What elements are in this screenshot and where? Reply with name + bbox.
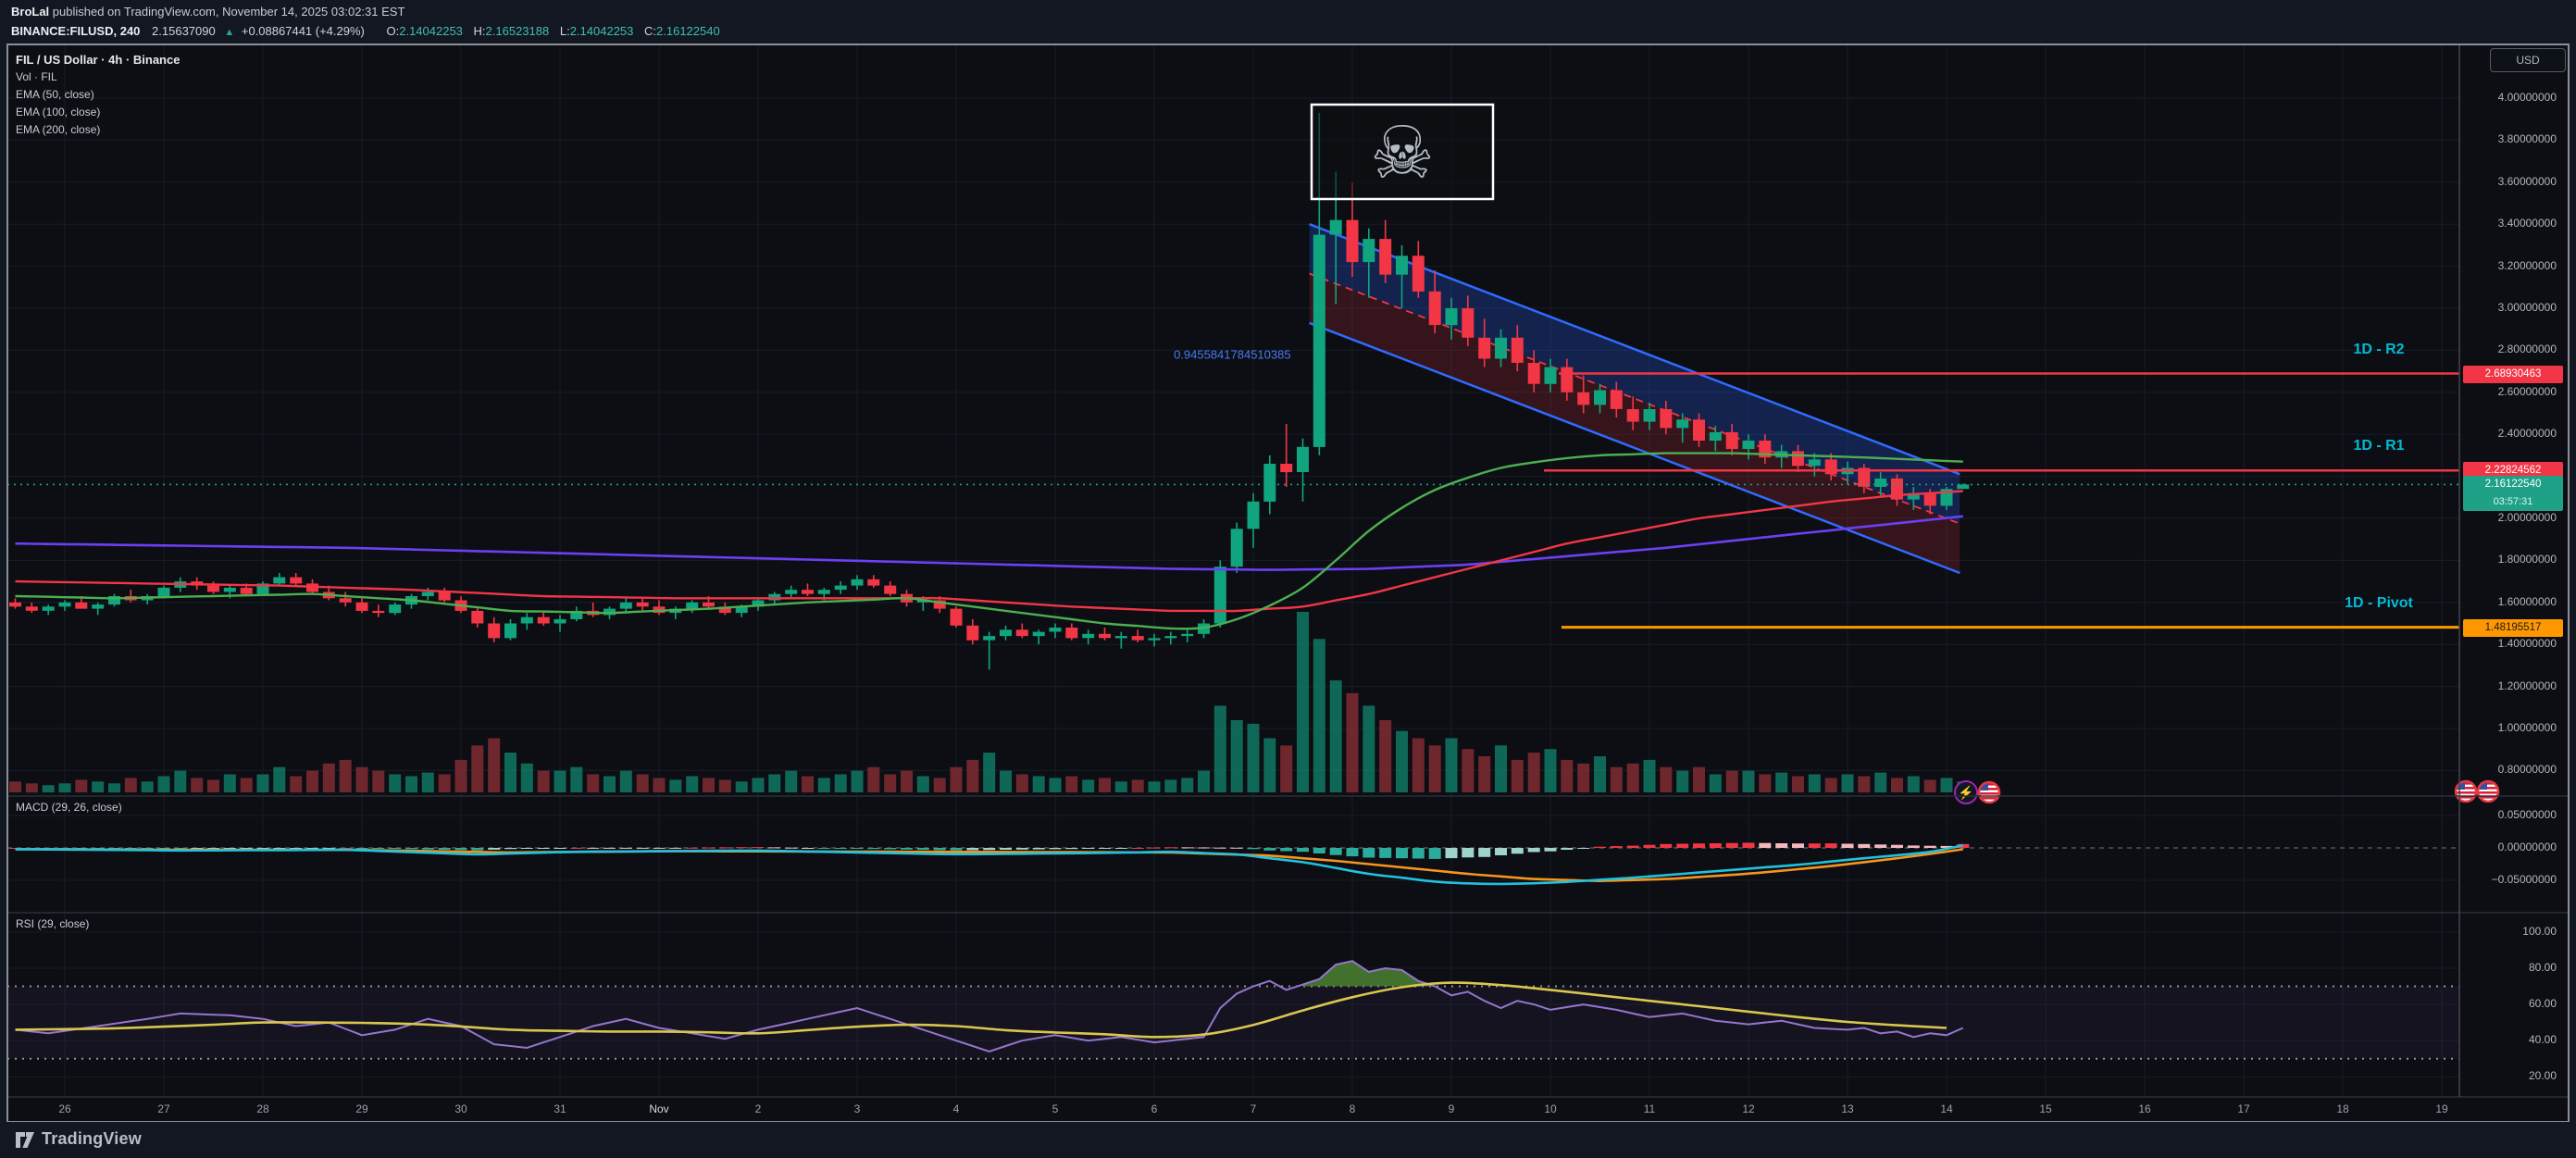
axis-tag-r1: 2.22824562 xyxy=(2463,462,2563,479)
high-label: H: xyxy=(473,24,486,38)
high-value: 2.16523188 xyxy=(485,24,550,38)
time-tick: 17 xyxy=(2237,1102,2250,1115)
legend-ema200[interactable]: EMA (200, close) xyxy=(16,123,101,136)
time-tick: 19 xyxy=(2435,1102,2448,1115)
low-label: L: xyxy=(559,24,570,38)
rsi-pane-label[interactable]: RSI (29, close) xyxy=(16,917,90,930)
time-tick: 9 xyxy=(1448,1102,1455,1115)
price-tick: 2.40000000 xyxy=(2497,427,2557,441)
time-tick: 14 xyxy=(1940,1102,1953,1115)
rsi-tick: 60.00 xyxy=(2528,997,2557,1011)
rsi-tick: 20.00 xyxy=(2528,1069,2557,1083)
price-tick: 0.80000000 xyxy=(2497,763,2557,777)
price-tick: 3.80000000 xyxy=(2497,132,2557,146)
rsi-tick: 40.00 xyxy=(2528,1033,2557,1047)
axis-tag-r2: 2.68930463 xyxy=(2463,366,2563,383)
skull-crossbones-icon: ☠ xyxy=(1370,112,1435,195)
symbol-info-row: BINANCE:FILUSD, 240 2.15637090 ▲ +0.0886… xyxy=(11,24,720,38)
time-tick: 28 xyxy=(256,1102,269,1115)
macd-tick: −0.05000000 xyxy=(2491,873,2557,886)
flash-event-icon: ⚡ xyxy=(1958,785,1973,801)
price-tick: 1.60000000 xyxy=(2497,594,2557,608)
price-tick: 2.00000000 xyxy=(2497,511,2557,524)
byline-text: published on TradingView.com, November 1… xyxy=(49,5,405,19)
footer-bar: TradingView xyxy=(0,1122,2576,1158)
open-value: 2.14042253 xyxy=(399,24,463,38)
price-tick: 2.60000000 xyxy=(2497,384,2557,398)
last-price: 2.15637090 xyxy=(152,24,216,38)
level-label-r2: 1D - R2 xyxy=(2353,342,2405,357)
rsi-tick: 80.00 xyxy=(2528,961,2557,974)
byline-username: BroLal xyxy=(11,5,50,19)
low-value: 2.14042253 xyxy=(569,24,634,38)
current-price-value: 2.16122540 xyxy=(2484,479,2542,490)
time-tick: 12 xyxy=(1742,1102,1755,1115)
byline: BroLal published on TradingView.com, Nov… xyxy=(11,5,404,19)
change-up-icon: ▲ xyxy=(224,27,235,38)
open-label: O: xyxy=(386,24,400,38)
chart-legend: FIL / US Dollar · 4h · Binance Vol · FIL… xyxy=(16,51,180,139)
legend-symbol-title[interactable]: FIL / US Dollar · 4h · Binance xyxy=(16,53,180,67)
time-tick: 26 xyxy=(58,1102,71,1115)
price-tick: 3.00000000 xyxy=(2497,301,2557,314)
time-tick: 4 xyxy=(952,1102,960,1115)
axis-tag-current-price: 2.16122540 03:57:31 xyxy=(2463,476,2563,511)
axis-tag-pivot: 1.48195517 xyxy=(2463,619,2563,637)
level-label-r1: 1D - R1 xyxy=(2353,438,2405,454)
price-tick: 1.20000000 xyxy=(2497,679,2557,692)
level-label-pivot: 1D - Pivot xyxy=(2345,595,2413,611)
price-tick: 1.40000000 xyxy=(2497,637,2557,651)
time-tick: 11 xyxy=(1643,1102,1656,1115)
legend-volume[interactable]: Vol · FIL xyxy=(16,70,57,83)
price-tick: 1.00000000 xyxy=(2497,721,2557,734)
time-tick: 6 xyxy=(1151,1102,1158,1115)
rsi-tick: 100.00 xyxy=(2522,924,2557,938)
price-tick: 4.00000000 xyxy=(2497,91,2557,104)
currency-toggle-button[interactable]: USD xyxy=(2490,48,2566,72)
time-tick: 7 xyxy=(1250,1102,1257,1115)
time-tick: 30 xyxy=(454,1102,467,1115)
bar-countdown: 03:57:31 xyxy=(2493,496,2533,507)
time-tick: 5 xyxy=(1052,1102,1059,1115)
price-tick: 1.80000000 xyxy=(2497,553,2557,567)
macd-tick: 0.00000000 xyxy=(2497,840,2557,853)
time-tick: 16 xyxy=(2138,1102,2151,1115)
time-tick: 13 xyxy=(1841,1102,1854,1115)
time-tick: 31 xyxy=(554,1102,566,1115)
legend-ema100[interactable]: EMA (100, close) xyxy=(16,106,101,118)
price-change: +0.08867441 (+4.29%) xyxy=(241,24,365,38)
time-tick: Nov xyxy=(649,1102,669,1115)
time-tick: 3 xyxy=(853,1102,861,1115)
legend-ema50[interactable]: EMA (50, close) xyxy=(16,88,94,101)
time-tick: 27 xyxy=(157,1102,170,1115)
close-label: C: xyxy=(644,24,657,38)
time-tick: 2 xyxy=(754,1102,762,1115)
symbol-name: BINANCE:FILUSD, 240 xyxy=(11,24,141,38)
time-tick: 10 xyxy=(1544,1102,1557,1115)
time-tick: 29 xyxy=(355,1102,368,1115)
time-tick: 18 xyxy=(2336,1102,2349,1115)
price-tick: 3.20000000 xyxy=(2497,258,2557,272)
tradingview-brand[interactable]: TradingView xyxy=(42,1129,142,1148)
time-tick: 15 xyxy=(2039,1102,2052,1115)
svg-text:0.9455841784510385: 0.9455841784510385 xyxy=(1174,348,1291,362)
price-tick: 3.60000000 xyxy=(2497,174,2557,188)
tradingview-logo-icon[interactable] xyxy=(14,1128,36,1151)
price-tick: 3.40000000 xyxy=(2497,217,2557,230)
time-tick: 8 xyxy=(1349,1102,1356,1115)
close-value: 2.16122540 xyxy=(656,24,720,38)
macd-pane-label[interactable]: MACD (29, 26, close) xyxy=(16,801,122,814)
price-tick: 2.80000000 xyxy=(2497,342,2557,356)
macd-tick: 0.05000000 xyxy=(2497,808,2557,821)
